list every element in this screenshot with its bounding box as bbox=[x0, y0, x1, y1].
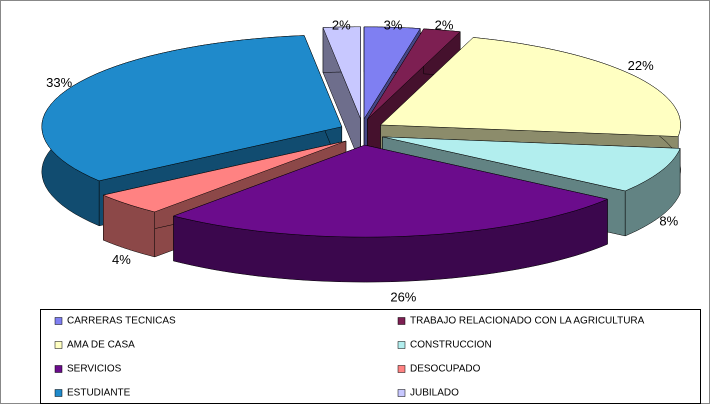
legend-label: TRABAJO RELACIONADO CON LA AGRICULTURA bbox=[410, 316, 645, 327]
slice bbox=[102, 140, 347, 213]
slice-group bbox=[172, 144, 609, 283]
legend-swatch bbox=[397, 317, 406, 325]
data-label: 26% bbox=[390, 289, 416, 304]
slice-group bbox=[322, 26, 361, 164]
legend-box bbox=[40, 309, 701, 404]
slice bbox=[382, 136, 681, 192]
legend-label: JUBILADO bbox=[410, 388, 459, 399]
data-label: 3% bbox=[384, 17, 403, 32]
slice bbox=[379, 37, 681, 137]
legend-label: CARRERAS TECNICAS bbox=[67, 316, 176, 327]
slice bbox=[363, 26, 421, 120]
data-label: 8% bbox=[659, 213, 678, 228]
slice bbox=[322, 26, 361, 119]
legend-swatch bbox=[397, 389, 406, 397]
data-label: 2% bbox=[332, 17, 351, 32]
legend-swatch bbox=[54, 341, 63, 349]
legend-label: DESOCUPADO bbox=[410, 364, 481, 375]
legend-swatch bbox=[54, 389, 63, 397]
data-label: 2% bbox=[435, 17, 454, 32]
legend-label: ESTUDIANTE bbox=[67, 388, 131, 399]
legend-label: CONSTRUCCION bbox=[410, 340, 492, 351]
slice bbox=[367, 28, 461, 120]
legend-label: AMA DE CASA bbox=[67, 340, 135, 351]
data-label: 4% bbox=[112, 252, 131, 267]
legend-swatch bbox=[54, 317, 63, 325]
slice bbox=[172, 144, 609, 238]
slice bbox=[41, 35, 343, 182]
legend-swatch bbox=[54, 365, 63, 373]
legend-swatch bbox=[397, 341, 406, 349]
data-label: 22% bbox=[628, 58, 654, 73]
data-label: 33% bbox=[46, 75, 72, 90]
legend-swatch bbox=[397, 365, 406, 373]
legend-label: SERVICIOS bbox=[67, 364, 122, 375]
